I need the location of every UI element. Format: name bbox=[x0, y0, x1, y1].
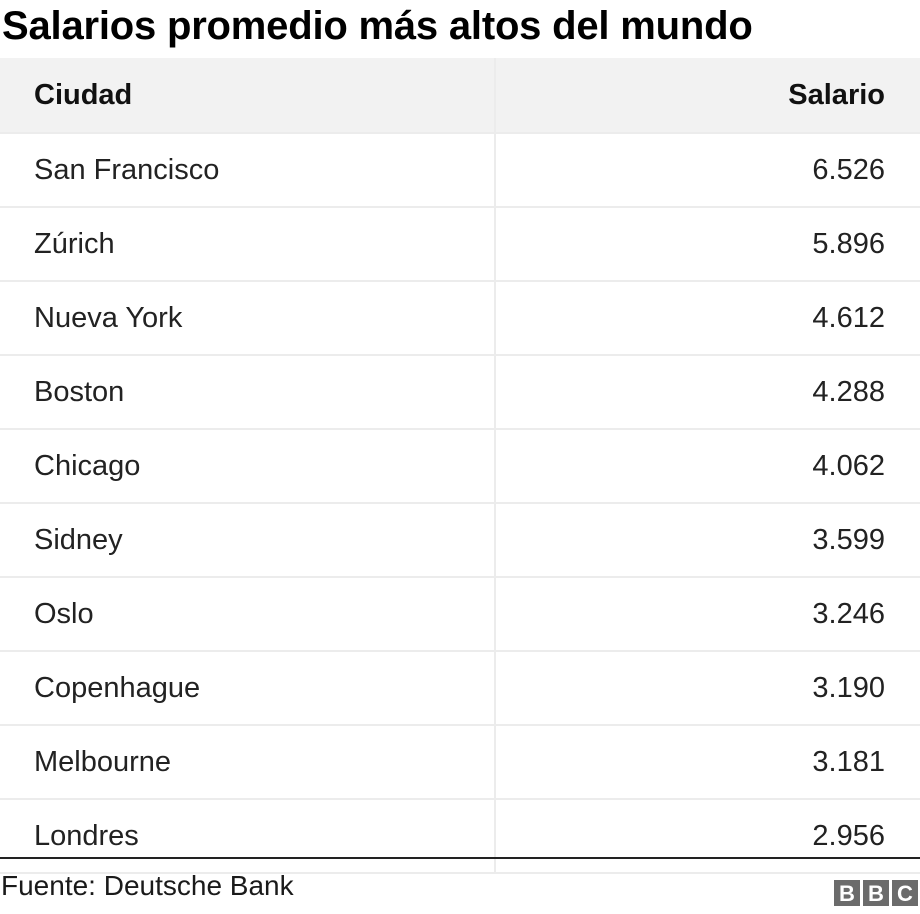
cell-city: Londres bbox=[0, 798, 496, 874]
footer-divider bbox=[0, 857, 920, 859]
cell-salary: 6.526 bbox=[495, 132, 920, 207]
table-row: San Francisco 6.526 bbox=[0, 132, 920, 207]
cell-salary: 3.190 bbox=[495, 650, 920, 725]
logo-letter: B bbox=[834, 880, 860, 906]
table-row: Copenhague 3.190 bbox=[0, 650, 920, 725]
cell-city: Boston bbox=[0, 354, 496, 429]
table-row: Boston 4.288 bbox=[0, 354, 920, 429]
cell-salary: 5.896 bbox=[495, 206, 920, 281]
table-header-row: Ciudad Salario bbox=[0, 58, 920, 133]
column-header-salary: Salario bbox=[788, 78, 885, 111]
table-row: Nueva York 4.612 bbox=[0, 280, 920, 355]
cell-city: Oslo bbox=[0, 576, 496, 651]
logo-letter: B bbox=[863, 880, 889, 906]
table-row: Oslo 3.246 bbox=[0, 576, 920, 651]
cell-salary: 3.246 bbox=[495, 576, 920, 651]
table-row: Zúrich 5.896 bbox=[0, 206, 920, 281]
cell-city: Nueva York bbox=[0, 280, 496, 355]
bbc-logo: B B C bbox=[834, 880, 918, 906]
table-row: Londres 2.956 bbox=[0, 798, 920, 874]
column-header-city: Ciudad bbox=[0, 58, 496, 133]
cell-city: Zúrich bbox=[0, 206, 496, 281]
cell-city: Copenhague bbox=[0, 650, 496, 725]
cell-salary: 4.612 bbox=[495, 280, 920, 355]
chart-title: Salarios promedio más altos del mundo bbox=[2, 4, 753, 48]
cell-salary: 2.956 bbox=[495, 798, 920, 874]
cell-salary: 4.288 bbox=[495, 354, 920, 429]
cell-salary: 4.062 bbox=[495, 428, 920, 503]
logo-letter: C bbox=[892, 880, 918, 906]
table-row: Melbourne 3.181 bbox=[0, 724, 920, 799]
cell-salary: 3.599 bbox=[495, 502, 920, 577]
cell-city: Sidney bbox=[0, 502, 496, 577]
salary-table: Ciudad Salario San Francisco 6.526 Zúrich 5… bbox=[0, 58, 920, 874]
cell-city: San Francisco bbox=[0, 132, 496, 207]
cell-city: Melbourne bbox=[0, 724, 496, 799]
cell-city: Chicago bbox=[0, 428, 496, 503]
source-note: Fuente: Deutsche Bank bbox=[1, 870, 294, 901]
table-row: Chicago 4.062 bbox=[0, 428, 920, 503]
table-body: San Francisco 6.526 Zúrich 5.896 Nueva York 4… bbox=[0, 132, 920, 874]
table-row: Sidney 3.599 bbox=[0, 502, 920, 577]
cell-salary: 3.181 bbox=[495, 724, 920, 799]
